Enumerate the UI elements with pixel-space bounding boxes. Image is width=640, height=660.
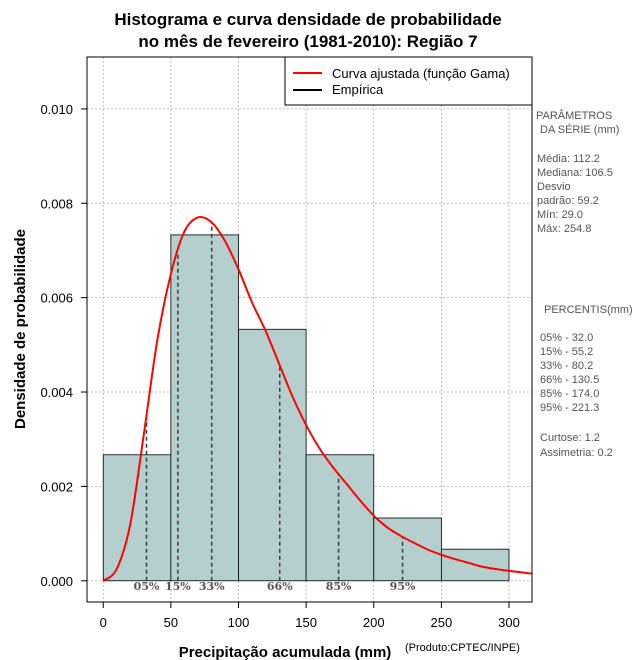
params-title-2: DA SÉRIE (mm) bbox=[540, 123, 619, 136]
percentile-33: 33% - 80.2 bbox=[540, 360, 593, 372]
stat-max: Máx: 254.8 bbox=[537, 223, 591, 235]
histogram-bar-2 bbox=[238, 328, 307, 582]
x-tick-label-1: 50 bbox=[164, 615, 178, 630]
y-tick-label-3: 0.006 bbox=[40, 291, 73, 306]
stat-min: Mín: 29.0 bbox=[537, 209, 583, 221]
params-title-1: PARÂMETROS bbox=[536, 109, 612, 122]
stat-skewness: Assimetria: 0.2 bbox=[540, 447, 613, 459]
x-tick-label-6: 300 bbox=[498, 615, 520, 630]
histogram-bars bbox=[102, 234, 510, 582]
percentile-lines bbox=[145, 222, 404, 581]
legend: Curva ajustada (função Gama) Empírica bbox=[284, 56, 533, 106]
y-tick-label-1: 0.002 bbox=[40, 479, 73, 494]
chart-title-line-1: Histograma e curva densidade de probabil… bbox=[114, 10, 501, 29]
x-tick-label-5: 250 bbox=[431, 615, 453, 630]
x-tick-label-3: 150 bbox=[295, 615, 317, 630]
y-axis: 0.000 0.002 0.004 0.006 0.008 0.010 bbox=[40, 102, 87, 589]
x-axis: 0 50 100 150 200 250 300 bbox=[100, 602, 520, 630]
legend-box bbox=[284, 56, 533, 106]
x-axis-label: Precipitação acumulada (mm) bbox=[179, 644, 392, 660]
fitted-gamma-curve bbox=[102, 215, 533, 582]
percentile-label-0: 05% bbox=[134, 580, 160, 593]
x-tick-label-2: 100 bbox=[228, 615, 250, 630]
x-tick-label-0: 0 bbox=[100, 615, 107, 630]
percentile-label-3: 66% bbox=[267, 580, 293, 593]
histogram-bar-3 bbox=[305, 454, 375, 582]
histogram-bar-1 bbox=[170, 234, 239, 582]
y-tick-label-0: 0.000 bbox=[40, 574, 73, 589]
stats-panel: PARÂMETROS DA SÉRIE (mm) Média: 112.2 Me… bbox=[536, 109, 633, 459]
y-tick-label-2: 0.004 bbox=[40, 385, 73, 400]
histogram-bar-0 bbox=[102, 454, 172, 582]
percentile-label-4: 85% bbox=[326, 580, 352, 593]
x-tick-label-4: 200 bbox=[363, 615, 385, 630]
stat-stdev-1: Desvio bbox=[537, 181, 571, 193]
product-credit: (Produto:CPTEC/INPE) bbox=[405, 642, 520, 654]
y-tick-label-4: 0.008 bbox=[40, 196, 73, 211]
percentile-label-2: 33% bbox=[199, 580, 225, 593]
percentile-label-1: 15% bbox=[165, 580, 191, 593]
legend-label-empirical: Empírica bbox=[332, 82, 384, 97]
percentile-label-5: 95% bbox=[390, 580, 416, 593]
stat-mean: Média: 112.2 bbox=[537, 153, 600, 165]
percentile-05: 05% - 32.0 bbox=[540, 332, 593, 344]
percentile-15: 15% - 55.2 bbox=[540, 346, 593, 358]
y-axis-label: Densidade de probabilidade bbox=[12, 229, 29, 429]
percentile-66: 66% - 130.5 bbox=[540, 374, 599, 386]
percentile-labels: 05% 15% 33% 66% 85% 95% bbox=[134, 580, 416, 593]
stat-kurtosis: Curtose: 1.2 bbox=[540, 432, 600, 444]
chart-title-line-2: no mês de fevereiro (1981-2010): Região … bbox=[138, 32, 477, 51]
stat-median: Mediana: 106.5 bbox=[537, 167, 613, 179]
percentile-85: 85% - 174.0 bbox=[540, 388, 599, 400]
histogram-bar-4 bbox=[373, 517, 442, 582]
y-tick-label-5: 0.010 bbox=[40, 102, 73, 117]
stat-stdev-2: padrão: 59.2 bbox=[537, 195, 599, 207]
percentile-95: 95% - 221.3 bbox=[540, 402, 599, 414]
percentis-title: PERCENTIS(mm) bbox=[544, 304, 633, 316]
legend-label-fitted: Curva ajustada (função Gama) bbox=[332, 66, 510, 81]
